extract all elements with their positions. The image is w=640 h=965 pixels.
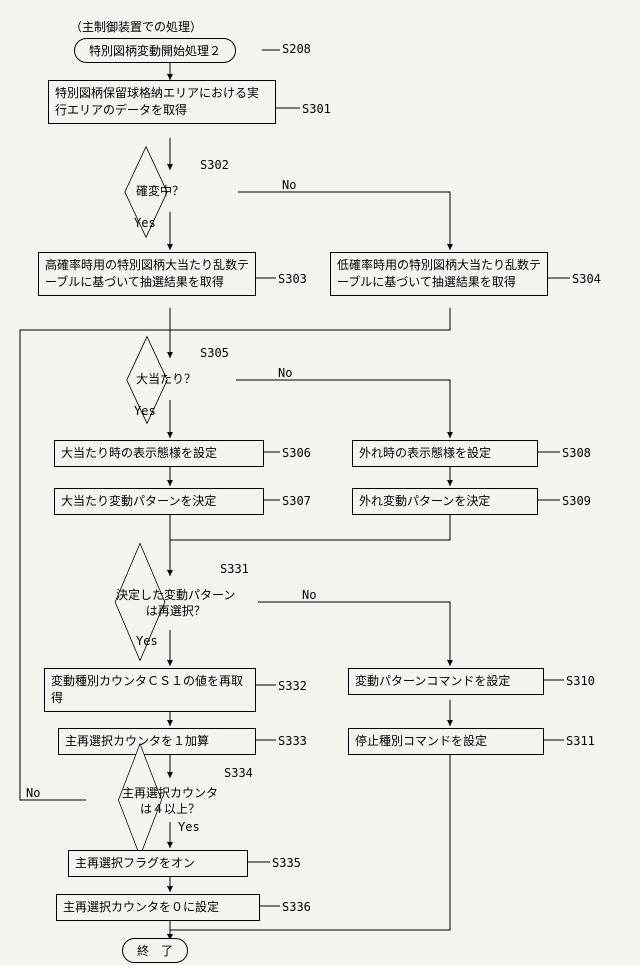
n301-text: 特別図柄保留球格納エリアにおける実行エリアのデータを取得 [55,86,259,117]
n336-text: 主再選択カウンタを０に設定 [63,900,219,914]
terminal-end: 終 了 [122,938,188,963]
connector-tick [548,268,572,288]
connector-tick [262,40,282,60]
n303-text: 高確率時用の特別図柄大当たり乱数テーブルに基づいて抽選結果を取得 [45,258,249,289]
process-s335: 主再選択フラグをオン [68,850,248,877]
connector-tick [538,490,562,510]
step-s335: S335 [272,856,301,870]
process-s308: 外れ時の表示態様を設定 [352,440,538,467]
process-s309: 外れ変動パターンを決定 [352,488,538,515]
n309-text: 外れ変動パターンを決定 [359,494,490,508]
connector-tick [256,675,278,695]
n310-text: 変動パターンコマンドを設定 [355,674,510,688]
terminal-start: 特別図柄変動開始処理２ [74,38,236,63]
connector-tick [248,852,272,872]
n306-text: 大当たり時の表示態様を設定 [61,446,217,460]
step-s336: S336 [282,900,311,914]
n331-text: 決定した変動パターンは再選択？ [116,588,235,619]
n335-text: 主再選択フラグをオン [75,856,195,870]
flowchart-connectors [0,0,640,965]
connector-tick [538,442,562,462]
step-s208: S208 [282,42,311,56]
n308-text: 外れ時の表示態様を設定 [359,446,491,460]
connector-tick [264,490,282,510]
n305-text: 大当たり？ [136,372,196,388]
step-s311: S311 [566,734,595,748]
connector-tick [544,730,566,750]
header-text: （主制御装置での処理） [70,18,202,35]
step-s302: S302 [200,158,229,172]
n304-text: 低確率時用の特別図柄大当たり乱数テーブルに基づいて抽選結果を取得 [337,258,541,289]
step-s306: S306 [282,446,311,460]
connector-tick [276,98,302,118]
connector-tick [544,670,566,690]
branch-no: No [278,366,292,380]
branch-no: No [302,588,316,602]
step-s310: S310 [566,674,595,688]
n311-text: 停止種別コマンドを設定 [355,734,487,748]
process-s333: 主再選択カウンタを１加算 [58,728,256,755]
branch-yes: Yes [134,404,156,418]
step-s309: S309 [562,494,591,508]
connector-tick [260,896,282,916]
branch-yes: Yes [134,216,156,230]
process-s303: 高確率時用の特別図柄大当たり乱数テーブルに基づいて抽選結果を取得 [38,252,256,296]
step-s304: S304 [572,272,601,286]
step-s305: S305 [200,346,229,360]
process-s311: 停止種別コマンドを設定 [348,728,544,755]
branch-no: No [26,786,40,800]
process-s301: 特別図柄保留球格納エリアにおける実行エリアのデータを取得 [48,80,276,124]
branch-yes: Yes [178,820,200,834]
connector-tick [256,268,278,288]
step-s334: S334 [224,766,253,780]
branch-yes: Yes [136,634,158,648]
step-s301: S301 [302,102,331,116]
process-s307: 大当たり変動パターンを決定 [54,488,264,515]
process-s306: 大当たり時の表示態様を設定 [54,440,264,467]
step-s307: S307 [282,494,311,508]
step-s308: S308 [562,446,591,460]
n302-text: 確変中？ [136,184,184,200]
connector-tick [256,730,278,750]
start-label: 特別図柄変動開始処理２ [89,44,221,58]
branch-no: No [282,178,296,192]
connector-tick [264,442,282,462]
step-s331: S331 [220,562,249,576]
n307-text: 大当たり変動パターンを決定 [61,494,216,508]
process-s332: 変動種別カウンタＣＳ１の値を再取得 [44,668,256,712]
n334-text: 主再選択カウンタは４以上？ [122,786,218,817]
n332-text: 変動種別カウンタＣＳ１の値を再取得 [51,674,243,705]
step-s333: S333 [278,734,307,748]
process-s336: 主再選択カウンタを０に設定 [56,894,260,921]
process-s310: 変動パターンコマンドを設定 [348,668,544,695]
end-label: 終 了 [137,944,173,958]
step-s332: S332 [278,679,307,693]
n333-text: 主再選択カウンタを１加算 [65,734,209,748]
process-s304: 低確率時用の特別図柄大当たり乱数テーブルに基づいて抽選結果を取得 [330,252,548,296]
step-s303: S303 [278,272,307,286]
